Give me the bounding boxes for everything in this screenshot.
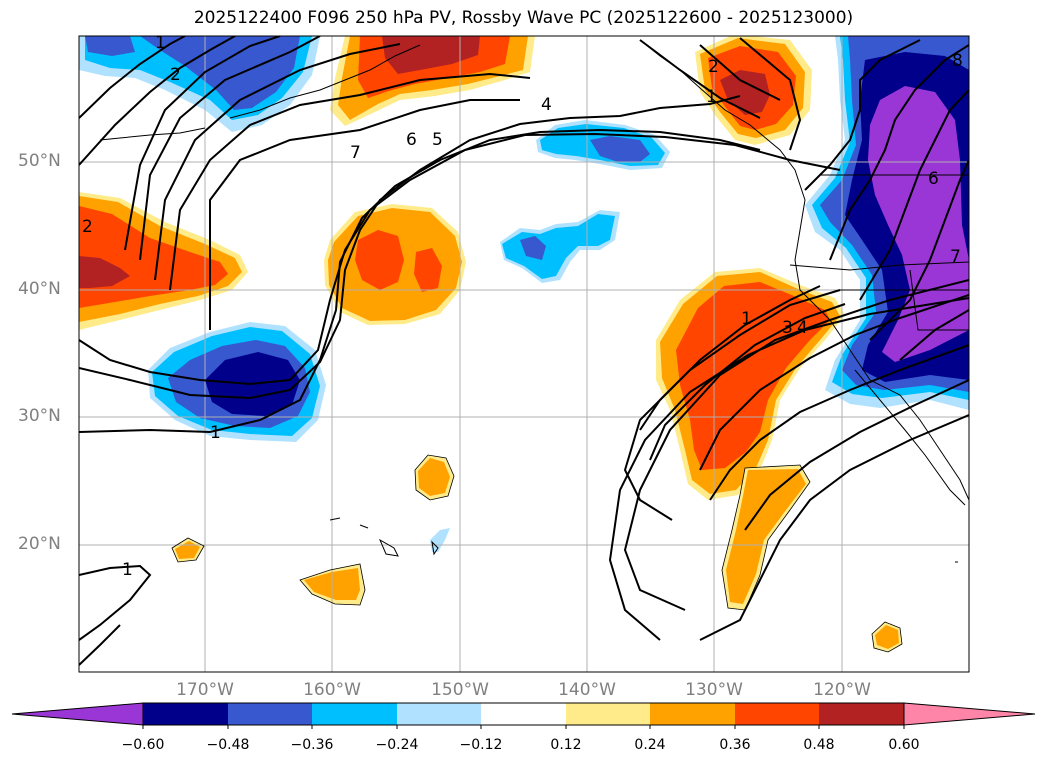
colorbar-tick-label: −0.36 [290, 737, 334, 753]
graticule [79, 36, 969, 672]
colorbar-tick-label: −0.48 [206, 737, 250, 753]
latitude-label: 30°N [18, 406, 61, 426]
colorbar-tick-label: 0.24 [634, 737, 666, 753]
colorbar-segment [819, 703, 904, 725]
contour-label: 6 [406, 130, 417, 150]
contour-label: 1 [741, 309, 752, 329]
colorbar-segment [143, 703, 228, 725]
coastlines [99, 39, 969, 563]
colorbar-segment [650, 703, 735, 725]
contour-label-group: 7 6 5 4 1 2 1 2 1 3 4 1 2 6 7 8 1 [82, 33, 963, 580]
latitude-label: 50°N [18, 151, 61, 171]
colorbar-tick-label: −0.24 [375, 737, 419, 753]
contour-label: 5 [432, 130, 443, 150]
colorbar-tick-label: −0.12 [459, 737, 503, 753]
colorbar-tick-label: 0.60 [888, 737, 920, 753]
colorbar-segment [397, 703, 481, 725]
contour-label: 6 [928, 169, 939, 189]
colorbar-tick-label: 0.36 [719, 737, 751, 753]
colorbar-segment [228, 703, 312, 725]
longitude-label: 160°W [303, 680, 361, 700]
colorbar-segment [312, 703, 397, 725]
latitude-label: 20°N [18, 534, 61, 554]
colorbar-segment [481, 703, 566, 725]
contour-label: 3 [782, 318, 793, 338]
contour-label: 4 [541, 95, 552, 115]
colorbar-segment [735, 703, 819, 725]
contour-label: 8 [952, 51, 963, 71]
colorbar-tick-label: 0.12 [550, 737, 582, 753]
colorbar [11, 702, 1036, 729]
latitude-label: 40°N [18, 279, 61, 299]
contour-label: 2 [170, 65, 181, 85]
longitude-label: 170°W [176, 680, 234, 700]
longitude-label: 120°W [813, 680, 871, 700]
contour-lines [79, 36, 969, 666]
contour-label: 1 [706, 87, 717, 107]
contour-label: 7 [350, 143, 361, 163]
contour-label: 2 [708, 57, 719, 77]
colorbar-segment [566, 703, 650, 725]
longitude-label: 140°W [558, 680, 616, 700]
colorbar-tick-label: −0.60 [121, 737, 165, 753]
contour-label: 2 [82, 217, 93, 237]
colorbar-tick-label: 0.48 [803, 737, 835, 753]
contour-label: 1 [210, 423, 221, 443]
colorbar-extend-high [903, 702, 1036, 726]
pv-anomaly-fill [79, 36, 969, 672]
map-title: 2025122400 F096 250 hPa PV, Rossby Wave … [193, 8, 854, 28]
contour-label: 1 [155, 33, 166, 53]
longitude-label: 130°W [685, 680, 743, 700]
colorbar-extend-low [11, 702, 144, 726]
contour-label: 1 [122, 560, 133, 580]
contour-label: 7 [950, 247, 961, 267]
longitude-label: 150°W [431, 680, 489, 700]
contour-label: 4 [797, 318, 808, 338]
map-frame [78, 35, 970, 673]
